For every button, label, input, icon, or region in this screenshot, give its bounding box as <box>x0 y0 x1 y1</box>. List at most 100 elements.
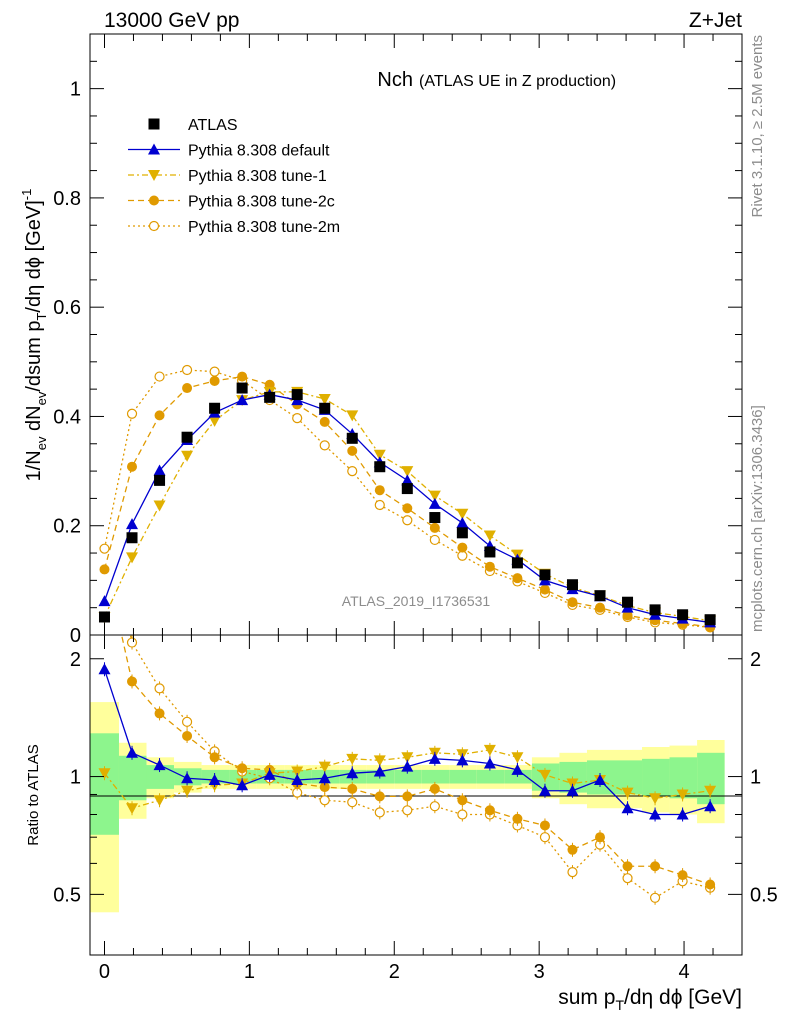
series-line <box>103 375 711 628</box>
ratio-point <box>181 772 194 784</box>
ratio-point <box>100 509 109 518</box>
ratio-point <box>483 757 496 769</box>
ratio-point <box>181 716 193 727</box>
x-tick-label: 4 <box>678 961 689 983</box>
inner-band <box>146 765 175 789</box>
ratio-tick-label: 0.5 <box>53 884 81 906</box>
data-point <box>126 408 138 419</box>
ratio-frame <box>89 634 743 956</box>
ratio-line <box>129 635 711 899</box>
ratio-point <box>126 803 139 815</box>
ratio-point <box>181 785 194 797</box>
ratio-tick-label: 1 <box>70 767 81 789</box>
plot-title: Nch <box>377 69 413 91</box>
y-tick-label: 0 <box>70 625 81 647</box>
data-point <box>429 512 441 524</box>
legend-label: Pythia 8.308 tune-2c <box>188 194 335 211</box>
rivet-label: Rivet 3.1.10, ≥ 2.5M events <box>749 35 766 218</box>
data-point <box>457 542 468 553</box>
ratio-point <box>126 637 138 648</box>
x-axis-label: sum pT/dη dϕ [GeV] <box>558 986 742 1013</box>
plot-subtitle: (ATLAS UE in Z production) <box>419 73 616 90</box>
ratio-point <box>236 779 249 791</box>
ratio-uncertainty-bands <box>90 702 725 913</box>
legend-marker <box>148 118 160 130</box>
data-point <box>264 391 276 403</box>
ratio-point <box>319 782 330 793</box>
ratio-panel: 0 1 2 3 4 0.5 0.5 1 1 2 2 <box>53 509 778 983</box>
ratio-point <box>319 795 330 806</box>
ratio-point <box>98 663 111 675</box>
ratio-point <box>484 805 495 816</box>
ratio-plot-marks <box>98 509 717 905</box>
data-point <box>429 522 440 533</box>
data-point <box>457 550 468 561</box>
legend-marker <box>148 170 160 181</box>
legend: ATLAS Pythia 8.308 default Pythia 8.308 tu… <box>128 117 340 236</box>
data-point <box>484 561 495 572</box>
ratio-point <box>153 759 166 771</box>
data-point <box>318 393 331 405</box>
x-tick-label: 1 <box>244 961 255 983</box>
data-point <box>154 371 165 382</box>
ratio-point <box>511 752 524 764</box>
data-point <box>704 614 716 626</box>
data-point <box>374 499 385 511</box>
x-tick-label: 2 <box>389 961 400 983</box>
series-line <box>103 391 711 622</box>
legend-label: Pythia 8.308 tune-1 <box>188 168 327 185</box>
ratio-point <box>346 767 359 779</box>
inner-band <box>366 769 395 784</box>
inner-band <box>449 769 477 784</box>
inner-band <box>394 769 422 784</box>
ratio-point <box>182 730 193 741</box>
legend-label: Pythia 8.308 default <box>188 143 330 160</box>
ratio-point <box>676 808 689 820</box>
ratio-point <box>154 683 165 694</box>
y-tick-label: 1 <box>70 79 81 101</box>
data-point <box>127 461 138 472</box>
y-tick-label: 0.2 <box>53 516 81 538</box>
ratio-point <box>402 805 413 816</box>
data-point <box>402 503 413 514</box>
data-point <box>649 604 661 616</box>
ratio-point <box>457 809 468 820</box>
inner-band <box>642 758 670 797</box>
data-point <box>347 465 358 477</box>
ratio-y-axis-label: Ratio to ATLAS <box>25 744 42 845</box>
ratio-point <box>428 752 441 764</box>
y-axis-label: 1/Nev dNev/dsum pT/dη dϕ [GeV]-1 <box>19 189 49 482</box>
ratio-point <box>347 797 358 808</box>
mcplots-label: mcplots.cern.ch [arXiv:1306.3436] <box>749 405 766 632</box>
data-point <box>153 464 166 476</box>
ratio-point <box>263 768 276 780</box>
ratio-point <box>127 676 138 687</box>
ratio-point <box>704 800 717 812</box>
ratio-point <box>373 765 386 777</box>
ratio-point <box>429 801 440 812</box>
ratio-point <box>566 784 579 796</box>
legend-label: ATLAS <box>188 117 238 134</box>
data-point <box>511 557 523 569</box>
data-point <box>209 375 220 386</box>
ratio-point <box>567 867 578 878</box>
ratio-point <box>429 783 440 794</box>
ratio-point <box>126 746 139 758</box>
ratio-point <box>153 795 166 807</box>
data-point <box>209 366 220 377</box>
inner-band <box>118 755 147 801</box>
data-point <box>373 449 386 461</box>
y-tick-label: 0.8 <box>53 188 81 210</box>
data-point <box>566 579 578 591</box>
data-point <box>484 546 496 558</box>
ratio-point <box>538 784 551 796</box>
data-point <box>99 564 110 575</box>
data-point <box>594 590 606 602</box>
data-point <box>319 416 330 427</box>
ratio-point <box>318 772 331 784</box>
ratio-line <box>120 635 711 886</box>
data-point <box>567 597 578 608</box>
data-point <box>126 532 138 544</box>
main-axis-ticks: 0 0.2 0.4 0.6 0.8 1 <box>53 34 742 647</box>
data-point <box>346 432 358 444</box>
